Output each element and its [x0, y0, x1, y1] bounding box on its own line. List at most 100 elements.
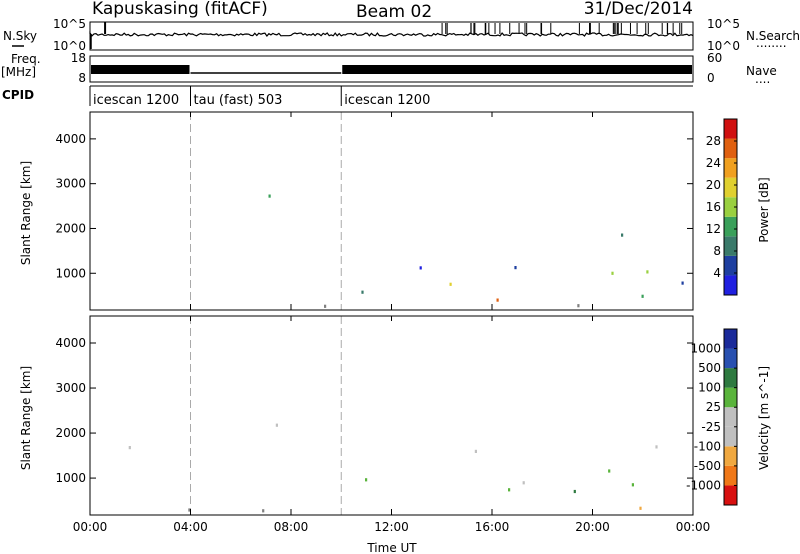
power-cbar-label: Power [dB]	[757, 177, 771, 242]
colorbar-cell	[724, 236, 737, 256]
y-tick-label: 2000	[55, 221, 86, 235]
data-cell	[275, 423, 278, 427]
noise-left-tick-top: 10^5	[53, 17, 86, 31]
data-cell	[621, 233, 624, 237]
data-cell	[611, 271, 614, 275]
data-cell	[324, 304, 327, 308]
freq-right-tick-top: 60	[707, 51, 722, 65]
freq-right-tick-bottom: 0	[707, 71, 715, 85]
nave-dots: ....	[755, 72, 770, 86]
noise-left-tick-bottom: 10^0	[53, 39, 86, 53]
data-cell	[361, 290, 364, 294]
colorbar-cell	[724, 446, 737, 466]
x-tick-label: 00:00	[73, 520, 108, 534]
nsearch-label: N.Search	[746, 29, 800, 43]
data-cell	[655, 445, 658, 449]
noise-right-tick-bottom: 10^0	[707, 39, 740, 53]
colorbar-tick-label: -1000	[686, 478, 721, 492]
data-cell	[639, 506, 642, 510]
colorbar-tick-label: 12	[706, 222, 721, 236]
colorbar-cell	[724, 485, 737, 505]
colorbar-tick-label: -25	[701, 420, 721, 434]
date-title: 31/Dec/2014	[584, 0, 693, 19]
colorbar-tick-label: -500	[694, 459, 721, 473]
data-cell	[508, 488, 511, 492]
data-cell	[514, 266, 517, 270]
freq-panel-frame	[89, 55, 694, 83]
colorbar-cell	[724, 119, 737, 139]
data-cell	[365, 478, 368, 482]
nsearch-dots: ........	[756, 36, 787, 50]
colorbar-cell	[724, 368, 737, 388]
freq-left-tick-top: 18	[71, 51, 86, 65]
colorbar-cell	[724, 255, 737, 276]
x-tick-label: 16:00	[475, 520, 510, 534]
y-tick-label: 2000	[55, 426, 86, 440]
colorbar-cell	[724, 407, 737, 427]
station-title: Kapuskasing (fitACF)	[92, 0, 268, 19]
freq-label: Freq.	[11, 52, 41, 66]
y-tick-label: 3000	[55, 381, 86, 395]
colorbar-tick-label: 28	[706, 134, 721, 148]
data-cell	[641, 294, 644, 298]
beam-title: Beam 02	[356, 2, 432, 22]
velocity-colorbar: -1000 -500 -100 -25 25 100 500 1000	[686, 328, 738, 506]
colorbar-cell	[724, 197, 737, 217]
nsky-label: N.Sky	[3, 29, 37, 43]
colorbar-cell	[724, 426, 737, 447]
colorbar-cell	[724, 275, 737, 295]
x-tick-label: 08:00	[274, 520, 309, 534]
panel-bg	[90, 112, 693, 310]
colorbar-cell	[724, 387, 737, 408]
velocity-cbar-label: Velocity [m s^-1]	[757, 366, 771, 470]
x-tick-label: 04:00	[173, 520, 208, 534]
data-cell	[449, 282, 452, 286]
colorbar-tick-label: 24	[706, 156, 721, 170]
x-tick-label: 12:00	[374, 520, 409, 534]
cpid-segment-label: tau (fast) 503	[194, 93, 283, 108]
x-tick-label: 20:00	[575, 520, 610, 534]
data-cell	[631, 483, 634, 487]
freq-band	[91, 65, 190, 74]
power-panel: 1000 2000 3000 4000	[55, 111, 694, 311]
x-tick-label: 00:00	[676, 520, 711, 534]
cpid-segments: icescan 1200 tau (fast) 503 icescan 1200	[89, 86, 430, 108]
velocity-ylabel: Slant Range [km]	[19, 366, 33, 470]
velocity-panel: 1000 2000 3000 4000 00:00 04:00 08:00 12:00 16:0…	[55, 315, 711, 534]
cpid-segment-label: icescan 1200	[93, 93, 179, 108]
y-tick-label: 1000	[55, 471, 86, 485]
data-cell	[496, 298, 499, 302]
noise-line	[89, 31, 694, 37]
y-tick-label: 1000	[55, 266, 86, 280]
velocity-cbar-label-text: Velocity [m s^-1]	[757, 366, 771, 470]
colorbar-tick-label: 500	[698, 361, 721, 375]
nave-label: Nave	[746, 64, 777, 78]
colorbar-tick-label: 8	[713, 244, 721, 258]
y-tick-label: 4000	[55, 336, 86, 350]
colorbar-cell	[724, 465, 737, 486]
noise-panel-frame	[89, 21, 694, 51]
power-colorbar: 4 8 12 16 20 24 28	[706, 118, 738, 296]
colorbar-cell	[724, 348, 737, 369]
colorbar-cell	[724, 329, 737, 349]
panel-cells	[268, 194, 684, 308]
data-cell	[268, 194, 271, 198]
noise-trace	[89, 22, 694, 49]
colorbar-cell	[724, 138, 737, 159]
cpid-segment-label: icescan 1200	[344, 93, 430, 108]
freq-band	[342, 65, 692, 74]
freq-trace	[91, 65, 692, 74]
data-cell	[577, 304, 580, 308]
colorbar-tick-label: -100	[694, 439, 721, 453]
freq-left-tick-bottom: 8	[78, 71, 86, 85]
colorbar-cell	[724, 177, 737, 198]
colorbar-tick-label: 100	[698, 381, 721, 395]
data-cell	[522, 481, 525, 485]
data-cell	[608, 469, 611, 473]
colorbar-cell	[724, 216, 737, 237]
y-tick-label: 3000	[55, 177, 86, 191]
data-cell	[262, 509, 265, 513]
data-cell	[646, 270, 649, 274]
x-axis-label: Time UT	[366, 541, 417, 554]
